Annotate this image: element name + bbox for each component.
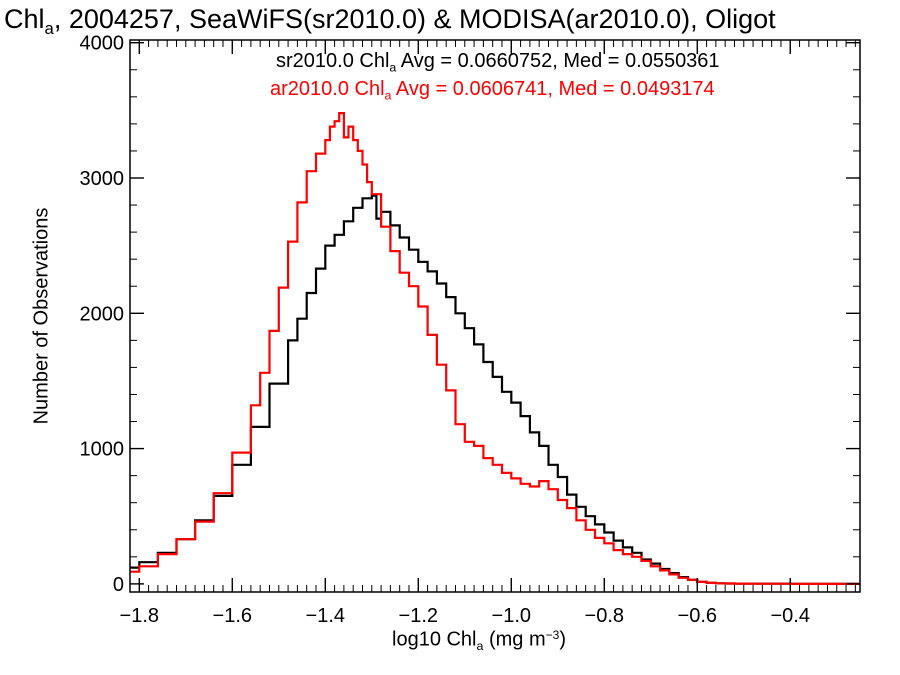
y-tick-label: 2000 <box>80 303 125 325</box>
y-tick-label: 3000 <box>80 168 125 190</box>
chart-title: Chla, 2004257, SeaWiFS(sr2010.0) & MODIS… <box>4 4 776 38</box>
y-axis-label: Number of Observations <box>30 207 53 425</box>
legend-entry-sr2010: sr2010.0 Chla Avg = 0.0660752, Med = 0.0… <box>276 50 720 75</box>
x-axis-label: log10 Chla (mg m−3) <box>392 628 566 653</box>
series-layer <box>130 112 860 585</box>
x-tick-label: −1.6 <box>213 605 252 627</box>
x-tick-label: −0.4 <box>771 605 810 627</box>
y-tick-label: 4000 <box>80 33 125 55</box>
series-line-1 <box>130 112 860 585</box>
x-tick-label: −1.2 <box>399 605 438 627</box>
x-tick-label: −0.6 <box>678 605 717 627</box>
y-tick-label: 0 <box>113 574 124 596</box>
y-tick-label: 1000 <box>80 439 125 461</box>
axes-layer: −1.8 −1.6 −1.4 −1.2 −1.0 −0.8 −0.6 −0.4 0 1000 200… <box>80 33 861 627</box>
plot-frame <box>129 39 861 593</box>
x-tick-label: −1.4 <box>306 605 345 627</box>
legend-entry-ar2010: ar2010.0 Chla Avg = 0.0606741, Med = 0.0… <box>270 78 715 103</box>
x-tick-label: −1.0 <box>492 605 531 627</box>
x-tick-label: −1.8 <box>120 605 159 627</box>
x-tick-label: −0.8 <box>585 605 624 627</box>
series-line-0 <box>130 194 860 585</box>
